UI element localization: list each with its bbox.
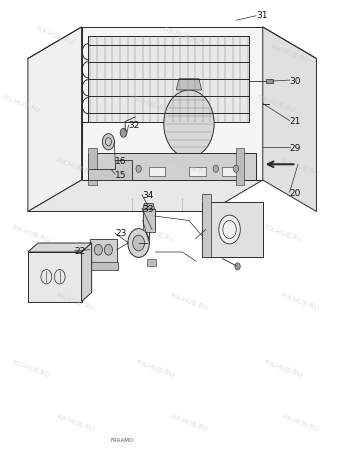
Circle shape [102, 134, 114, 150]
Text: FIX-HUB.RU: FIX-HUB.RU [280, 292, 320, 311]
Text: FIX-HUB.RU: FIX-HUB.RU [135, 359, 175, 379]
Text: FIX-HUB.RU: FIX-HUB.RU [55, 292, 95, 311]
Polygon shape [28, 180, 263, 211]
Text: FIX-HUB.RU: FIX-HUB.RU [11, 359, 51, 379]
Text: FIX-HUB.RU: FIX-HUB.RU [11, 224, 51, 244]
Text: FIX-HUB.RU: FIX-HUB.RU [280, 157, 320, 176]
Bar [143, 209, 155, 232]
Text: FIX-HUB.RU: FIX-HUB.RU [169, 292, 209, 311]
Polygon shape [28, 27, 82, 212]
Polygon shape [176, 79, 202, 90]
Text: 16: 16 [115, 158, 127, 166]
Bar [88, 36, 249, 122]
Bar [88, 36, 249, 122]
Circle shape [133, 235, 145, 251]
Text: 21: 21 [289, 117, 301, 126]
Bar [88, 148, 97, 184]
Circle shape [128, 229, 149, 257]
Text: 29: 29 [289, 144, 301, 153]
Text: 23: 23 [115, 230, 126, 238]
Circle shape [136, 165, 141, 172]
Circle shape [94, 244, 102, 255]
Polygon shape [28, 243, 92, 252]
Bar [115, 167, 132, 176]
Bar [202, 202, 263, 256]
Polygon shape [82, 243, 92, 302]
Bar [149, 167, 166, 176]
Text: FIX-HUB.RU: FIX-HUB.RU [129, 94, 169, 113]
Text: FIX-HUB.RU: FIX-HUB.RU [256, 94, 296, 113]
Bar [28, 252, 82, 302]
Text: 30: 30 [289, 76, 301, 86]
Text: 34: 34 [142, 191, 153, 200]
Polygon shape [263, 27, 316, 212]
Circle shape [219, 215, 240, 244]
Text: FIX-HUB.RU: FIX-HUB.RU [263, 224, 303, 244]
Circle shape [213, 165, 218, 172]
Polygon shape [82, 27, 263, 180]
Bar [189, 167, 206, 176]
Text: 32: 32 [128, 122, 140, 130]
Text: FIX-HUB.RU: FIX-HUB.RU [162, 26, 202, 46]
Text: 22: 22 [75, 248, 86, 256]
Text: 31: 31 [256, 11, 267, 20]
Circle shape [233, 165, 239, 172]
Text: FRAAMO: FRAAMO [110, 438, 133, 443]
Bar [147, 259, 156, 266]
Circle shape [164, 90, 214, 158]
Text: 15: 15 [115, 171, 127, 180]
Text: FIX-HUB.RU: FIX-HUB.RU [169, 413, 209, 433]
Bar [236, 148, 244, 184]
Circle shape [120, 128, 127, 137]
Text: 33: 33 [142, 205, 153, 214]
Polygon shape [266, 79, 273, 83]
Bar [90, 238, 117, 263]
Text: FIX-HUB.RU: FIX-HUB.RU [280, 413, 320, 433]
Text: FIX-HUB.RU: FIX-HUB.RU [55, 413, 95, 433]
Bar [202, 194, 211, 256]
Bar [223, 167, 239, 176]
Bar [88, 153, 256, 180]
Text: FIX-HUB.RU: FIX-HUB.RU [55, 157, 95, 176]
Polygon shape [143, 203, 155, 209]
Text: FIX-HUB.RU: FIX-HUB.RU [270, 44, 309, 64]
Text: 20: 20 [289, 189, 301, 198]
Text: FIX-HUB.RU: FIX-HUB.RU [135, 224, 175, 244]
Text: FIX-HUB.RU: FIX-HUB.RU [263, 359, 303, 379]
Text: FIX-HUB.RU: FIX-HUB.RU [35, 26, 75, 46]
Text: FIX-HUB.RU: FIX-HUB.RU [169, 157, 209, 176]
Text: FIX-HUB.RU: FIX-HUB.RU [1, 94, 41, 113]
Circle shape [104, 244, 112, 255]
Bar [88, 262, 118, 270]
Polygon shape [88, 160, 132, 180]
Circle shape [235, 263, 240, 270]
